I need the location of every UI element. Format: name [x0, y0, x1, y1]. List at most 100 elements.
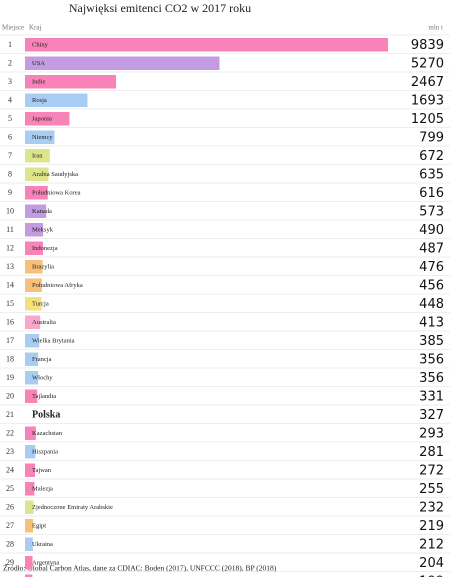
value-label: 448: [419, 297, 444, 312]
bar: [25, 315, 41, 329]
category-label: Japonia: [32, 116, 52, 123]
rank-label: 17: [6, 336, 14, 345]
category-label: Hiszpania: [32, 449, 58, 456]
value-label: 385: [419, 334, 444, 349]
bar: [25, 408, 38, 422]
value-label: 573: [419, 204, 444, 219]
category-label: Indonezja: [32, 245, 58, 252]
category-label: Ukraina: [32, 541, 53, 548]
bar: [25, 56, 220, 70]
value-label: 9839: [411, 38, 444, 53]
value-label: 672: [419, 149, 444, 164]
value-label: 327: [419, 408, 444, 423]
bar: [25, 537, 33, 551]
rank-label: 1: [8, 40, 12, 49]
value-label: 635: [419, 167, 444, 182]
rank-label: 18: [6, 355, 14, 364]
value-label: 356: [419, 352, 444, 367]
value-label: 272: [419, 463, 444, 478]
bar: [25, 241, 43, 255]
category-label: Australia: [32, 319, 56, 326]
value-label: 1693: [411, 93, 444, 108]
category-label: Malezja: [32, 486, 53, 493]
category-label: Kazachstan: [32, 430, 63, 437]
rank-label: 6: [8, 133, 12, 142]
rank-label: 22: [6, 429, 14, 438]
bar: [25, 75, 117, 89]
value-label: 413: [419, 315, 444, 330]
category-label: Niemcy: [32, 134, 53, 141]
category-label: USA: [32, 60, 45, 67]
value-label: 487: [419, 241, 444, 256]
bar: [25, 186, 48, 200]
rank-label: 8: [8, 170, 12, 179]
bar: [25, 334, 40, 348]
bar: [25, 463, 36, 477]
rank-label: 13: [6, 262, 14, 271]
category-label: Francja: [32, 356, 52, 363]
value-label: 616: [419, 186, 444, 201]
value-label: 490: [419, 223, 444, 238]
rank-label: 27: [6, 521, 14, 530]
bar: [25, 38, 389, 52]
bar: [25, 278, 42, 292]
bar: [25, 93, 88, 107]
rank-label: 4: [8, 96, 12, 105]
value-label: 331: [419, 389, 444, 404]
value-label: 232: [419, 500, 444, 515]
bar: [25, 500, 34, 514]
value-header: mln t: [428, 24, 443, 32]
category-label: Meksyk: [32, 227, 54, 234]
category-label: Argentyna: [32, 560, 59, 567]
bar: [25, 426, 36, 440]
rank-label: 20: [6, 392, 14, 401]
category-label: Kanada: [32, 208, 52, 215]
value-label: 199: [419, 574, 444, 577]
bar: [25, 556, 33, 570]
bar: [25, 260, 43, 274]
category-label: Południowa Afryka: [32, 282, 83, 289]
value-label: 219: [419, 519, 444, 534]
rank-label: 21: [6, 410, 14, 419]
value-label: 356: [419, 371, 444, 386]
bar: [25, 352, 39, 366]
rank-label: 26: [6, 503, 14, 512]
rank-label: 12: [6, 244, 14, 253]
value-label: 212: [419, 537, 444, 552]
rank-label: 24: [6, 466, 14, 475]
bar: [25, 297, 42, 311]
category-label: Południowa Korea: [32, 190, 81, 197]
rank-label: 23: [6, 447, 14, 456]
bar: [25, 130, 55, 144]
value-label: 204: [419, 556, 444, 571]
category-label: Włochy: [32, 375, 53, 382]
category-header: Kraj: [29, 24, 41, 32]
category-label: Iran: [32, 153, 43, 160]
value-label: 255: [419, 482, 444, 497]
bar: [25, 204, 47, 218]
bar: [25, 112, 70, 126]
rank-header: Miejsce: [2, 24, 24, 32]
rank-label: 14: [6, 281, 14, 290]
category-label: Indie: [32, 79, 45, 86]
rank-label: 29: [6, 558, 14, 567]
category-label: Chiny: [32, 42, 49, 49]
category-label: Polska: [32, 410, 60, 421]
bar: [25, 167, 49, 181]
category-label: Zjednoczone Emiraty Arabskie: [32, 504, 113, 511]
bar: [25, 389, 38, 403]
rank-label: 15: [6, 299, 14, 308]
chart-title: Najwięksi emitenci CO2 w 2017 roku: [69, 1, 251, 15]
bar: [25, 519, 34, 533]
rank-label: 9: [8, 188, 12, 197]
value-label: 456: [419, 278, 444, 293]
value-label: 5270: [411, 56, 444, 71]
value-label: 281: [419, 445, 444, 460]
rank-label: 11: [6, 225, 14, 234]
value-label: 2467: [411, 75, 444, 90]
bar: [25, 149, 50, 163]
bar: [25, 371, 39, 385]
value-label: 293: [419, 426, 444, 441]
bar: [25, 445, 36, 459]
